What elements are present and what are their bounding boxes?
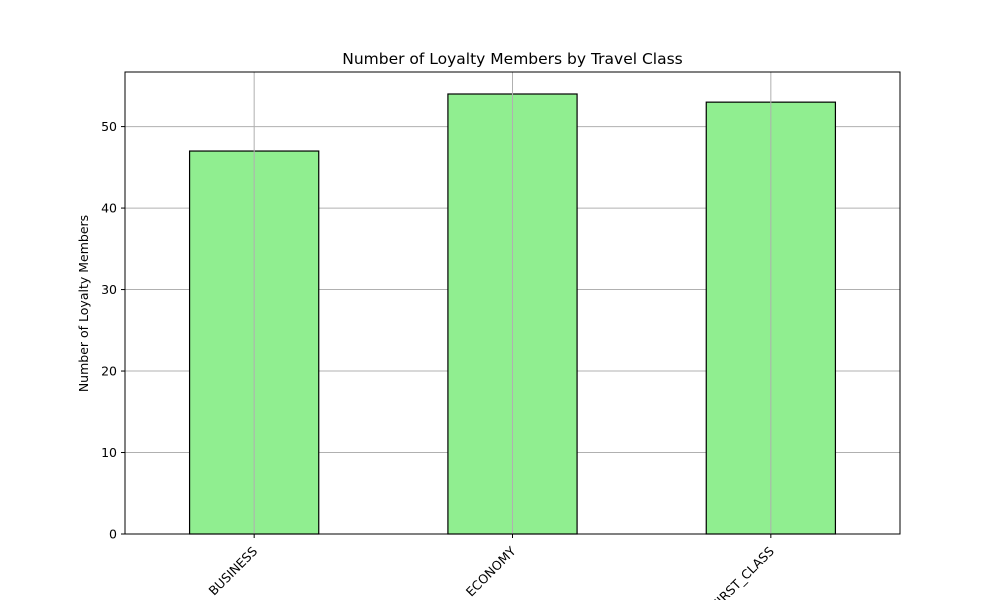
vertical-grid-lines: [253, 72, 772, 534]
y-tick-label: 10: [101, 445, 117, 460]
x-tick-label: BUSINESS: [206, 543, 261, 598]
x-axis-ticks: BUSINESS ECONOMY FIRST_CLASS: [206, 534, 777, 600]
x-tick-label: FIRST_CLASS: [709, 543, 777, 600]
y-tick-label: 20: [101, 364, 117, 379]
y-tick-label: 30: [101, 282, 117, 297]
y-tick-label: 50: [101, 119, 117, 134]
y-axis-label: Number of Loyalty Members: [76, 215, 91, 392]
y-tick-label: 40: [101, 201, 117, 216]
y-axis-ticks: 0 10 20 30 40 50: [101, 119, 125, 542]
x-tick-label: ECONOMY: [463, 543, 519, 599]
chart-title: Number of Loyalty Members by Travel Clas…: [342, 50, 683, 68]
y-tick-label: 0: [109, 527, 117, 542]
